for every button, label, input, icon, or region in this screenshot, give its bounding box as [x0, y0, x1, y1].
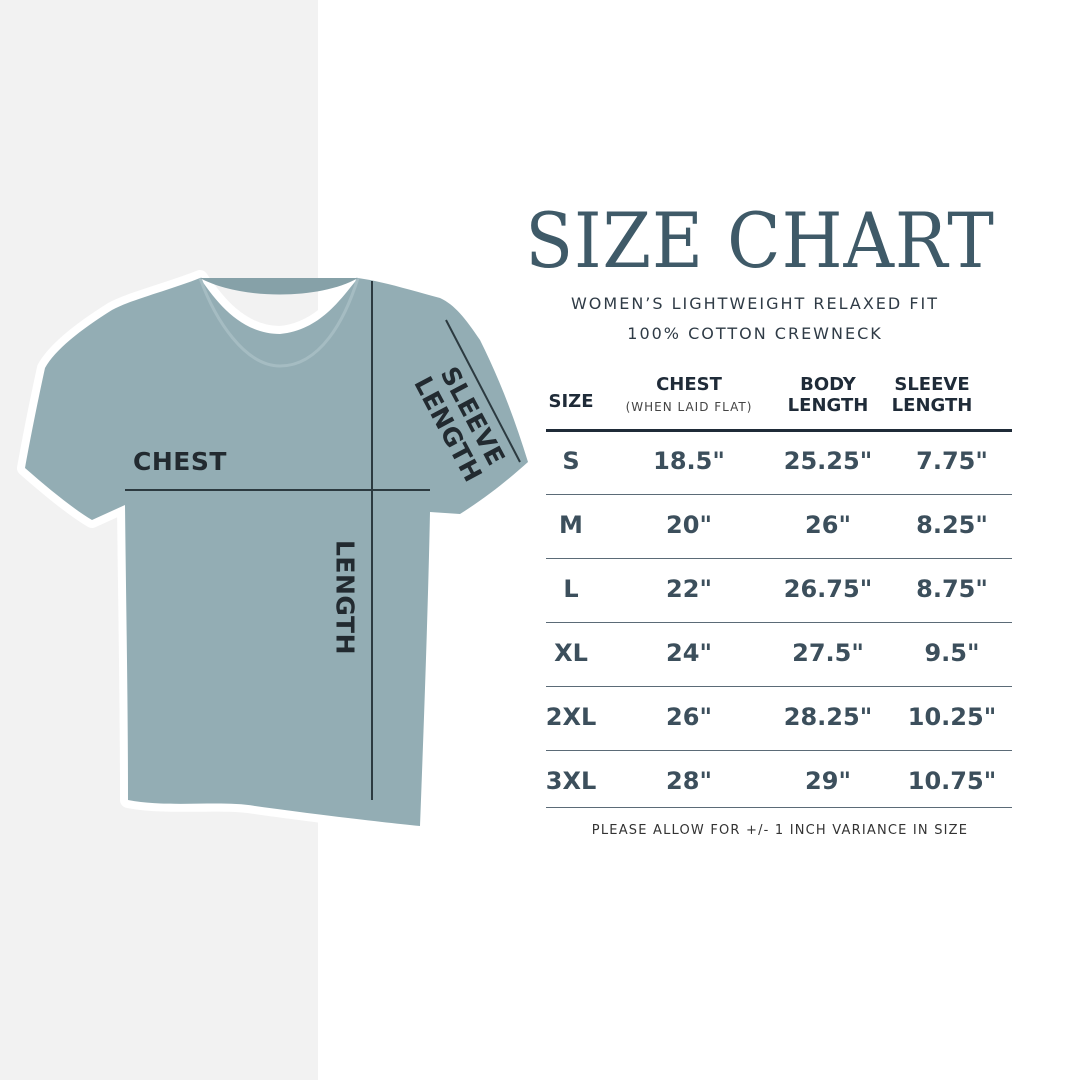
cell-sleeve: 9.5": [924, 639, 980, 667]
row-divider: [546, 807, 1012, 808]
cell-size: S: [562, 447, 580, 475]
variance-footnote: PLEASE ALLOW FOR +/- 1 INCH VARIANCE IN …: [591, 823, 969, 838]
cell-size: M: [559, 511, 583, 539]
cell-chest: 22": [666, 575, 712, 603]
tshirt-shape: [17, 270, 536, 834]
cell-sleeve: 10.75": [907, 767, 997, 795]
length-label: LENGTH: [330, 540, 360, 655]
cell-body: 28.25": [783, 703, 873, 731]
cell-sleeve: 8.75": [916, 575, 988, 603]
header-divider: [546, 429, 1012, 432]
collar: [198, 277, 360, 368]
cell-chest: 18.5": [653, 447, 725, 475]
header-size: SIZE: [548, 391, 594, 412]
header-sleeve-line1: SLEEVE: [894, 374, 970, 395]
cell-chest: 28": [666, 767, 712, 795]
page-title: SIZE CHART: [525, 196, 995, 285]
cell-size: 3XL: [545, 767, 597, 795]
cell-chest: 20": [666, 511, 712, 539]
header-body-line1: BODY: [800, 374, 856, 395]
row-divider: [546, 558, 1012, 559]
cell-size: 2XL: [545, 703, 597, 731]
row-divider: [546, 622, 1012, 623]
cell-sleeve: 7.75": [916, 447, 988, 475]
row-divider: [546, 750, 1012, 751]
row-divider: [546, 686, 1012, 687]
cell-chest: 24": [666, 639, 712, 667]
sleeve-measure-line: [445, 319, 521, 463]
subtitle-line2: 100% COTTON CREWNECK: [627, 324, 883, 343]
cell-body: 26": [805, 511, 851, 539]
cell-size: L: [563, 575, 579, 603]
cell-body: 27.5": [792, 639, 864, 667]
row-divider: [546, 494, 1012, 495]
cell-sleeve: 10.25": [907, 703, 997, 731]
header-sleeve-length: SLEEVE LENGTH: [872, 374, 992, 416]
chest-label: CHEST: [133, 447, 227, 476]
header-chest: CHEST (WHEN LAID FLAT): [604, 374, 774, 418]
cell-body: 26.75": [783, 575, 873, 603]
cell-sleeve: 8.25": [916, 511, 988, 539]
header-chest-label: CHEST: [656, 374, 722, 395]
header-body-length: BODY LENGTH: [768, 374, 888, 416]
cell-body: 29": [805, 767, 851, 795]
cell-chest: 26": [666, 703, 712, 731]
cell-body: 25.25": [783, 447, 873, 475]
header-body-line2: LENGTH: [787, 395, 869, 416]
subtitle-line1: WOMEN’S LIGHTWEIGHT RELAXED FIT: [570, 294, 940, 313]
header-chest-note: (WHEN LAID FLAT): [625, 400, 753, 414]
collar-inner: [200, 278, 358, 295]
header-sleeve-line2: LENGTH: [891, 395, 973, 416]
cell-size: XL: [554, 639, 588, 667]
